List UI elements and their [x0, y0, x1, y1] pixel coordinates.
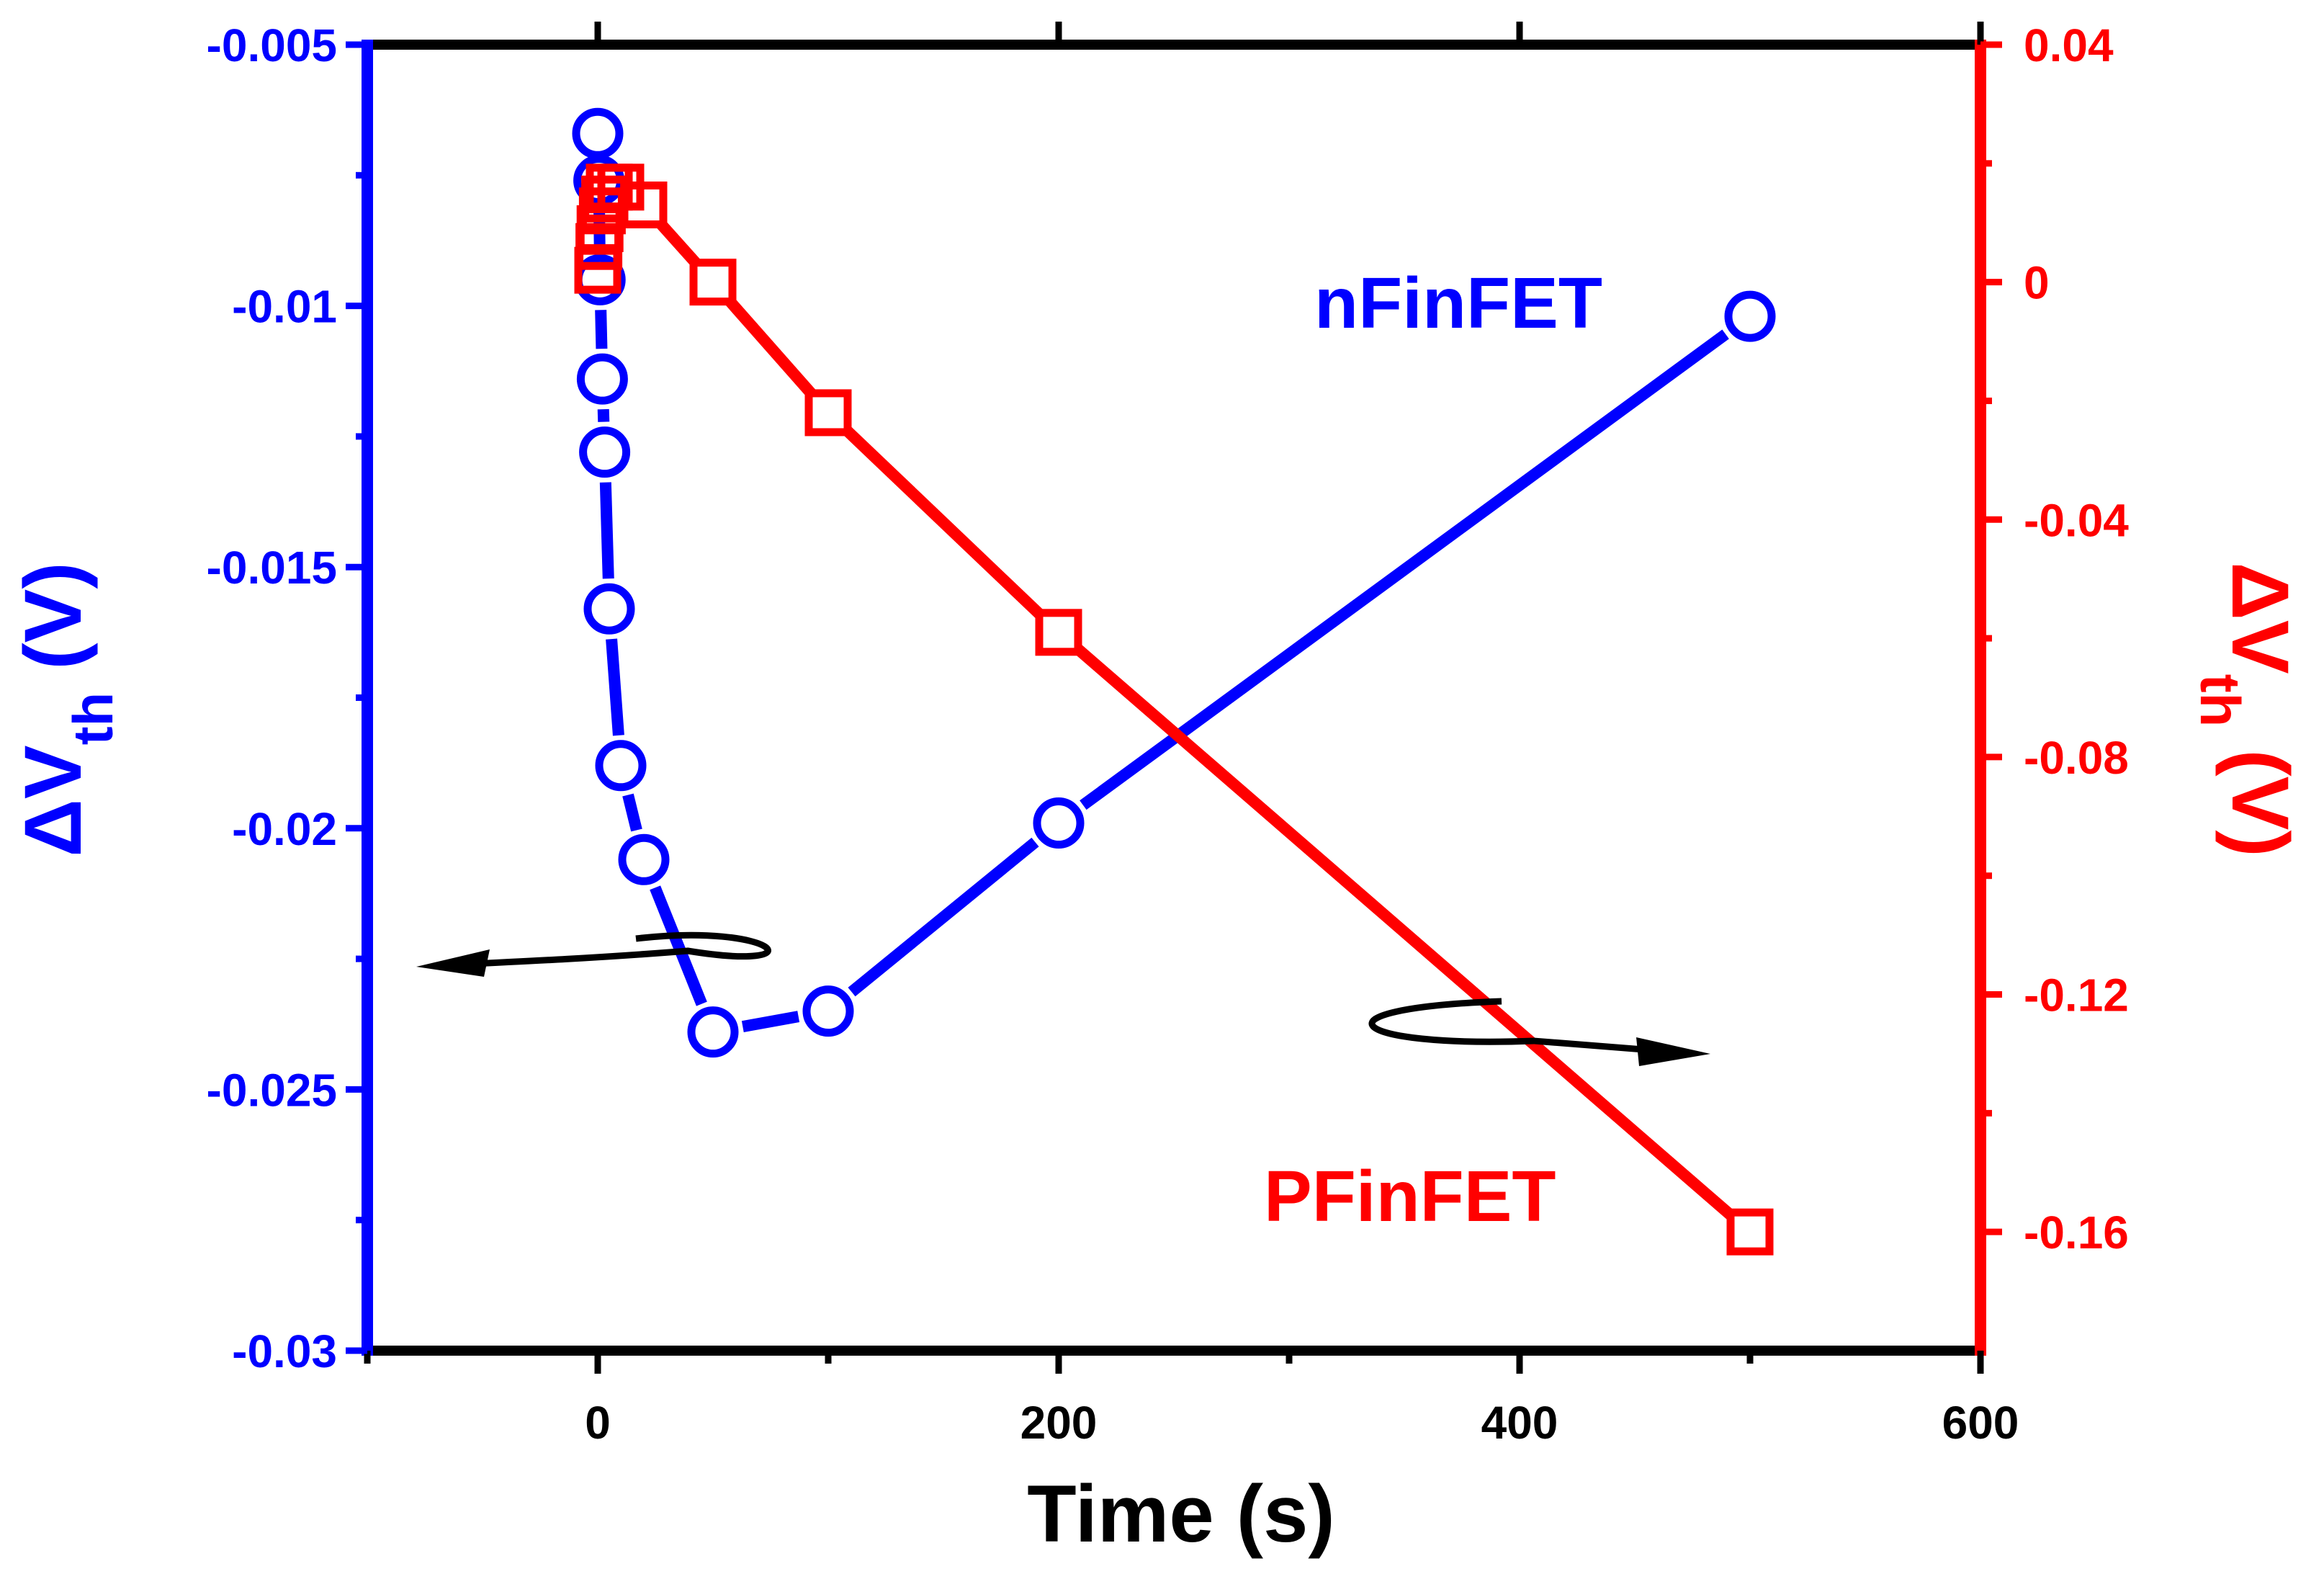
- right-axis-arrowhead: [1636, 1037, 1710, 1066]
- left-axis-arrow: [442, 931, 771, 969]
- y-right-tick-label: -0.12: [2024, 970, 2129, 1021]
- nfinfet-line-segment: [848, 837, 1039, 997]
- y-left-tick-label: -0.025: [207, 1064, 337, 1116]
- nfinfet-marker: [802, 985, 854, 1037]
- y-right-tick-label: 0.04: [2024, 19, 2114, 71]
- pfinfet-line-segment: [725, 298, 816, 398]
- labels: Time (s) ΔVth (V) ΔVth (V) nFinFET PFinF…: [8, 263, 2305, 1559]
- y-right-tick-label: -0.04: [2024, 494, 2129, 546]
- x-axis-title: Time (s): [1027, 1469, 1334, 1559]
- pfinfet-marker: [689, 259, 737, 306]
- y-axis-left-title: ΔVth (V): [8, 562, 125, 856]
- series-layer: [572, 107, 1776, 1256]
- nfinfet-marker: [618, 833, 670, 885]
- y-right-tick-label: -0.08: [2024, 732, 2129, 784]
- x-tick-label: 600: [1942, 1397, 2019, 1449]
- pfinfet-marker: [620, 182, 668, 229]
- arrow-layer: [416, 931, 1710, 1066]
- y-left-tick-label: -0.02: [232, 803, 337, 855]
- pfinfet-label: PFinFET: [1264, 1156, 1556, 1237]
- nfinfet-line-segment: [1080, 329, 1729, 810]
- pfinfet-marker: [804, 389, 852, 437]
- plot-frame: [362, 40, 1986, 1356]
- pfinfet-line-segment: [657, 220, 700, 267]
- y-left-tick-label: -0.03: [232, 1325, 337, 1377]
- nfinfet-line-segment: [622, 793, 642, 832]
- y-right-tick-label: 0: [2024, 257, 2050, 309]
- y-left-tick-label: -0.005: [207, 19, 337, 71]
- nfinfet-marker: [572, 107, 624, 159]
- pfinfet-line-segment: [1074, 645, 1735, 1220]
- pfinfet-marker: [1035, 609, 1082, 656]
- nfinfet-label: nFinFET: [1314, 263, 1602, 344]
- x-tick-label: 400: [1481, 1397, 1558, 1449]
- nfinfet-marker: [687, 1006, 739, 1058]
- y-right-tick-label: -0.16: [2024, 1207, 2129, 1258]
- nfinfet-line-segment: [599, 482, 614, 579]
- pfinfet-marker: [1726, 1208, 1774, 1256]
- y-left-tick-label: -0.01: [232, 281, 337, 333]
- y-left-tick-label: -0.015: [207, 542, 337, 594]
- pfinfet-line-segment: [843, 426, 1044, 619]
- nfinfet-line-segment: [606, 638, 624, 736]
- nfinfet-marker: [576, 353, 628, 405]
- y-axis-right-title: ΔVth (V): [2189, 562, 2305, 856]
- right-axis-arrow: [1368, 998, 1672, 1055]
- x-tick-label: 200: [1020, 1397, 1098, 1449]
- nfinfet-marker: [579, 426, 631, 478]
- axis-ticks: 0 200 400 600 -0.005 -0.01 -0.015 -0.02 -0.025 -0…: [207, 19, 2130, 1449]
- left-axis-arrowhead: [416, 949, 490, 977]
- nfinfet-line-segment: [741, 1011, 800, 1033]
- nfinfet-marker: [1033, 797, 1085, 849]
- nfinfet-line-segment: [650, 885, 707, 1006]
- nfinfet-marker: [1724, 290, 1776, 342]
- x-tick-label: 0: [585, 1397, 611, 1449]
- nfinfet-marker: [595, 740, 647, 792]
- nfinfet-marker: [583, 583, 635, 635]
